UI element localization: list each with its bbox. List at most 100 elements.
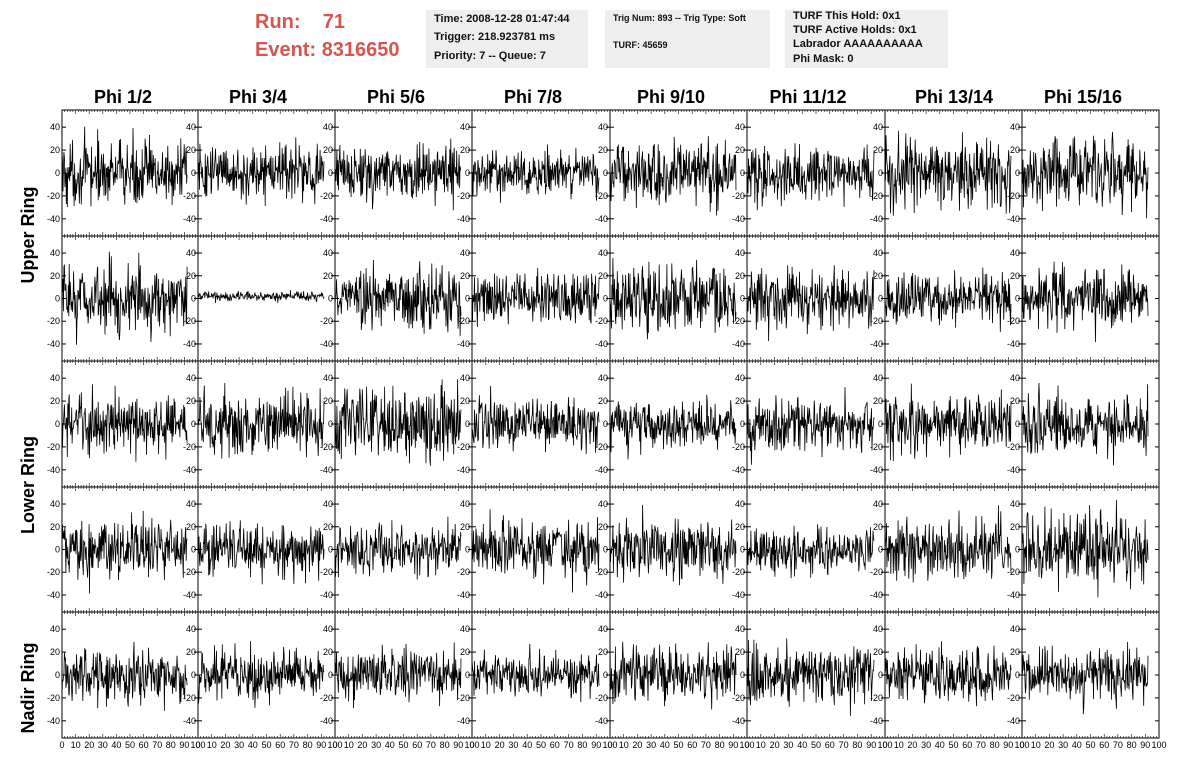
- x-tick-label-c2: 70: [426, 740, 436, 750]
- y-tick-label-r1-c4: -40: [595, 339, 608, 349]
- y-tick-label-r2-c7: -40: [1007, 465, 1020, 475]
- y-tick-label-r3-c6: 0: [878, 545, 883, 555]
- x-tick-label-c1: 40: [248, 740, 258, 750]
- y-tick-label-r4-c1: 20: [186, 647, 196, 657]
- x-tick-label-c5: 90: [866, 740, 876, 750]
- waveform-trace-r3-c4: [609, 504, 737, 586]
- x-tick-label-c1: 90: [316, 740, 326, 750]
- waveform-trace-r4-c0: [61, 641, 188, 711]
- y-tick-label-r1-c6: -20: [870, 316, 883, 326]
- x-tick-label-c7: 100: [1151, 740, 1166, 750]
- y-tick-label-r4-c6: -20: [870, 693, 883, 703]
- x-tick-label-c0: 30: [98, 740, 108, 750]
- x-tick-label-c1: 30: [234, 740, 244, 750]
- x-tick-label-c2: 80: [440, 740, 450, 750]
- y-tick-label-r2-c2: -40: [320, 465, 333, 475]
- y-tick-label-r3-c4: 40: [598, 499, 608, 509]
- y-tick-label-r3-c7: -20: [1007, 567, 1020, 577]
- y-tick-label-r3-c3: 20: [460, 522, 470, 532]
- y-tick-label-r0-c7: -20: [1007, 191, 1020, 201]
- waveform-trace-r4-c5: [746, 638, 875, 716]
- y-tick-label-r0-c7: 20: [1010, 145, 1020, 155]
- y-tick-label-r2-c5: -40: [732, 465, 745, 475]
- waveform-trace-r3-c6: [884, 505, 1012, 583]
- y-tick-label-r2-c7: 20: [1010, 396, 1020, 406]
- y-tick-label-r1-c3: 40: [460, 248, 470, 258]
- y-tick-label-r3-c5: 20: [735, 522, 745, 532]
- waveform-trace-r3-c7: [1021, 499, 1149, 598]
- y-tick-label-r3-c3: -20: [457, 567, 470, 577]
- y-tick-label-r4-c7: 20: [1010, 647, 1020, 657]
- y-tick-label-r1-c3: 0: [465, 294, 470, 304]
- waveform-trace-r1-c3: [471, 267, 600, 328]
- x-tick-label-c2: 60: [412, 740, 422, 750]
- x-tick-label-c6: 0: [882, 740, 887, 750]
- y-tick-label-r1-c0: 0: [55, 294, 60, 304]
- x-tick-label-c6: 10: [894, 740, 904, 750]
- x-tick-label-c3: 50: [536, 740, 546, 750]
- turf-active-holds-text: TURF Active Holds: 0x1: [793, 24, 917, 36]
- y-tick-label-r2-c1: 40: [186, 373, 196, 383]
- waveform-trace-r0-c5: [746, 143, 875, 211]
- y-tick-label-r2-c7: 0: [1015, 419, 1020, 429]
- y-tick-label-r2-c5: 40: [735, 373, 745, 383]
- waveform-trace-r2-c2: [334, 379, 462, 466]
- waveform-trace-r3-c3: [471, 509, 600, 593]
- y-tick-label-r3-c7: -40: [1007, 590, 1020, 600]
- y-tick-label-r3-c1: 20: [186, 522, 196, 532]
- y-tick-label-r3-c2: 0: [328, 545, 333, 555]
- turf-info-panel: TURF This Hold: 0x1 TURF Active Holds: 0…: [785, 10, 948, 68]
- x-tick-label-c7: 40: [1072, 740, 1082, 750]
- y-tick-label-r3-c3: 0: [465, 545, 470, 555]
- y-tick-label-r0-c5: 40: [735, 122, 745, 132]
- x-tick-label-c3: 100: [602, 740, 617, 750]
- y-tick-label-r0-c2: 40: [323, 122, 333, 132]
- y-tick-label-r4-c4: 20: [598, 647, 608, 657]
- trigger-text: Trigger: 218.923781 ms: [434, 31, 556, 43]
- x-tick-label-c3: 0: [469, 740, 474, 750]
- y-tick-label-r1-c6: 40: [873, 248, 883, 258]
- y-tick-label-r2-c0: 20: [50, 396, 60, 406]
- x-tick-label-c6: 100: [1014, 740, 1029, 750]
- x-tick-label-c5: 70: [839, 740, 849, 750]
- y-tick-label-r3-c5: -40: [732, 590, 745, 600]
- y-tick-label-r0-c4: 20: [598, 145, 608, 155]
- y-tick-label-r4-c3: 20: [460, 647, 470, 657]
- y-tick-label-r4-c6: 40: [873, 624, 883, 634]
- x-tick-label-c1: 50: [261, 740, 271, 750]
- y-tick-label-r1-c5: 40: [735, 248, 745, 258]
- x-tick-label-c5: 30: [783, 740, 793, 750]
- y-tick-label-r4-c2: -40: [320, 716, 333, 726]
- y-tick-label-r0-c3: 0: [465, 168, 470, 178]
- y-tick-label-r3-c2: -20: [320, 567, 333, 577]
- y-tick-label-r2-c1: 0: [191, 419, 196, 429]
- y-tick-label-r1-c5: -40: [732, 339, 745, 349]
- phi-mask-text: Phi Mask: 0: [793, 53, 854, 65]
- y-tick-label-r4-c7: -20: [1007, 693, 1020, 703]
- y-tick-label-r0-c4: 40: [598, 122, 608, 132]
- x-tick-label-c4: 20: [632, 740, 642, 750]
- y-tick-label-r1-c7: -20: [1007, 316, 1020, 326]
- y-tick-label-r0-c1: -20: [183, 191, 196, 201]
- y-tick-label-r1-c2: 40: [323, 248, 333, 258]
- column-header-phi-11-12: Phi 11/12: [769, 87, 847, 107]
- y-tick-label-r0-c5: -20: [732, 191, 745, 201]
- y-tick-label-r0-c2: 0: [328, 168, 333, 178]
- y-tick-label-r3-c0: 0: [55, 545, 60, 555]
- x-tick-label-c6: 30: [921, 740, 931, 750]
- y-tick-label-r2-c6: -40: [870, 465, 883, 475]
- y-tick-label-r1-c0: 40: [50, 248, 60, 258]
- x-tick-label-c4: 10: [619, 740, 629, 750]
- x-tick-label-c6: 40: [935, 740, 945, 750]
- y-tick-label-r1-c3: 20: [460, 271, 470, 281]
- x-tick-label-c5: 100: [877, 740, 892, 750]
- x-tick-label-c5: 60: [825, 740, 835, 750]
- waveform-trace-r2-c3: [471, 385, 600, 455]
- x-tick-label-c4: 40: [660, 740, 670, 750]
- waveform-trace-r0-c7: [1021, 131, 1149, 219]
- waveform-trace-r2-c4: [609, 394, 737, 460]
- x-tick-label-c6: 50: [948, 740, 958, 750]
- x-tick-label-c2: 90: [453, 740, 463, 750]
- y-tick-label-r2-c5: -20: [732, 442, 745, 452]
- y-tick-label-r2-c6: 0: [878, 419, 883, 429]
